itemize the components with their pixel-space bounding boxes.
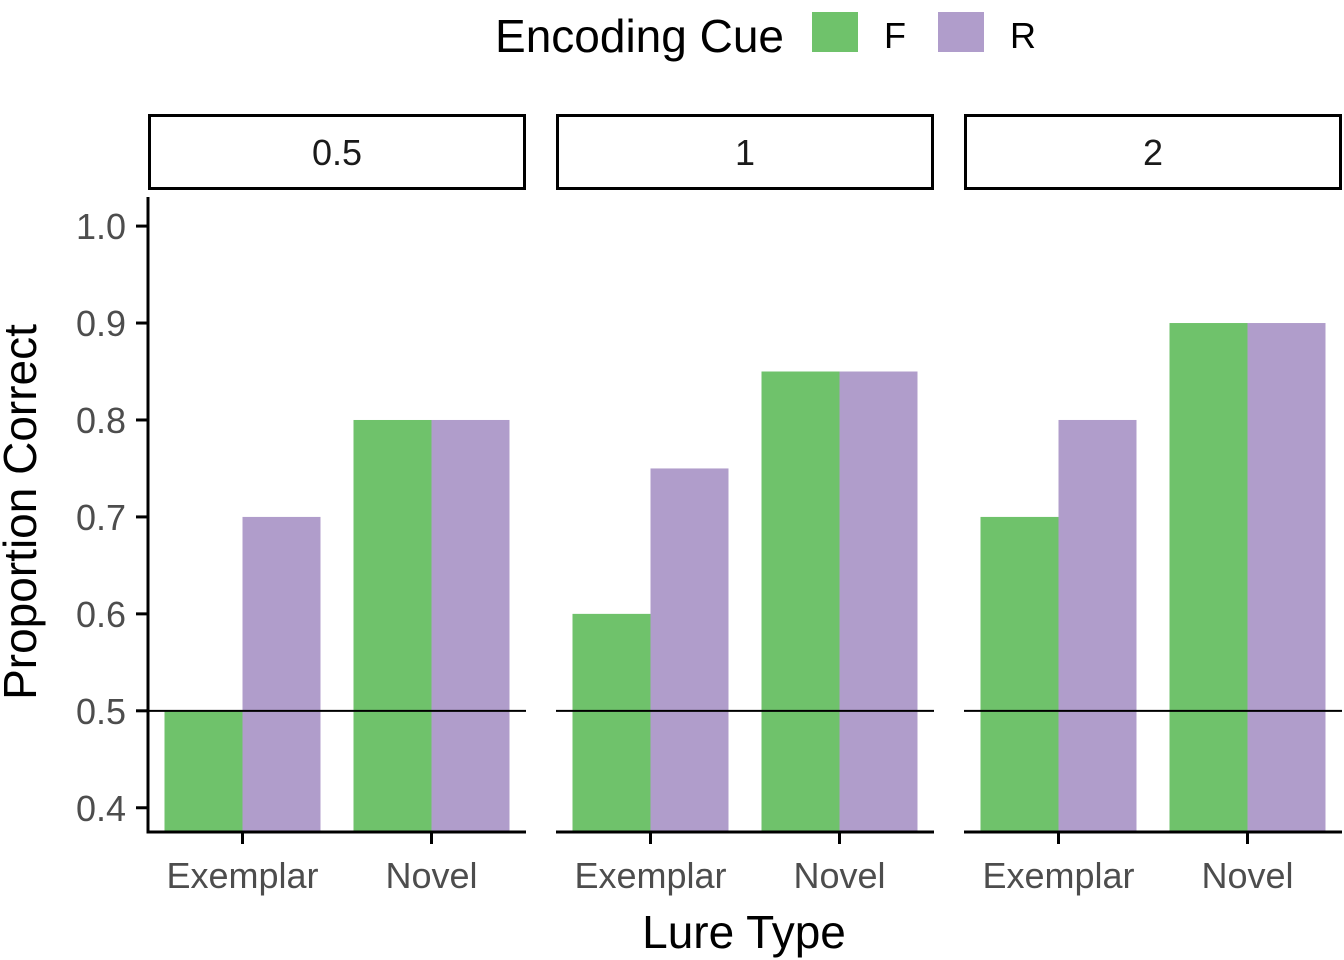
y-tick-label: 0.8 (76, 400, 126, 441)
x-tick-label: Exemplar (574, 855, 726, 896)
legend-label-r: R (1010, 15, 1036, 56)
legend-swatch-r (938, 12, 984, 52)
bar-r-exemplar (1058, 419, 1137, 832)
bar-r-novel (431, 419, 510, 832)
y-tick-label: 0.6 (76, 594, 126, 635)
bar-f-exemplar (980, 516, 1059, 832)
bar-r-exemplar (242, 516, 321, 832)
y-tick-label: 0.7 (76, 497, 126, 538)
facet-strip (556, 114, 934, 190)
y-axis-title: Proportion Correct (0, 324, 46, 700)
legend-label-f: F (884, 15, 906, 56)
bar-f-exemplar (164, 710, 243, 832)
facet-panels: 0.5 Exemplar Novel 1 Exemplar Novel 2 Exemplar N… (148, 114, 1342, 896)
facet-strip-label: 2 (1143, 132, 1163, 173)
x-tick-label: Novel (793, 855, 885, 896)
bar-f-novel (761, 371, 840, 832)
bar-f-novel (353, 419, 432, 832)
y-tick-label: 0.9 (76, 303, 126, 344)
x-tick-label: Exemplar (982, 855, 1134, 896)
bar-r-novel (839, 371, 918, 832)
y-tick-label: 1.0 (76, 206, 126, 247)
y-axis: 0.4 0.5 0.6 0.7 0.8 0.9 1.0 (76, 197, 150, 834)
bar-f-exemplar (572, 613, 651, 832)
facet-strip (964, 114, 1342, 190)
facet-strip-label: 1 (735, 132, 755, 173)
x-tick-label: Novel (1201, 855, 1293, 896)
y-tick-label: 0.5 (76, 691, 126, 732)
x-axis-title: Lure Type (642, 906, 846, 958)
legend-swatch-f (812, 12, 858, 52)
facet-panel-1: 1 Exemplar Novel (556, 114, 934, 896)
bar-r-novel (1247, 323, 1326, 832)
facet-panel-0.5: 0.5 Exemplar Novel (148, 114, 526, 896)
x-tick-label: Exemplar (166, 855, 318, 896)
bar-f-novel (1169, 323, 1248, 832)
legend: Encoding Cue F R (495, 10, 1036, 62)
facet-strip-label: 0.5 (312, 132, 362, 173)
x-tick-label: Novel (385, 855, 477, 896)
facet-strip (148, 114, 526, 190)
bar-r-exemplar (650, 468, 729, 832)
y-tick-label: 0.4 (76, 788, 126, 829)
legend-title: Encoding Cue (495, 10, 784, 62)
facet-panel-2: 2 Exemplar Novel (964, 114, 1342, 896)
